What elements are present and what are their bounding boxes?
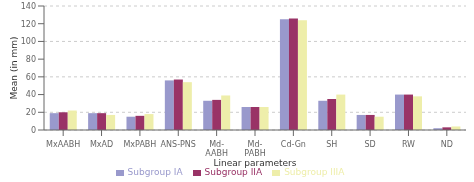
- html-text:Subgroup IA: Subgroup IA: [127, 167, 183, 177]
- svg-text:100: 100: [21, 37, 36, 46]
- html-text:Subgroup IIIA: Subgroup IIIA: [284, 167, 345, 177]
- svg-text:ND: ND: [441, 140, 453, 149]
- svg-text:ANS-PNS: ANS-PNS: [161, 140, 196, 149]
- svg-text:140: 140: [21, 2, 36, 11]
- svg-text:Mean (in mm): Mean (in mm): [9, 36, 19, 99]
- svg-text:Md-PABH: Md-PABH: [244, 140, 265, 158]
- html-text:Subgroup IIA: Subgroup IIA: [204, 167, 263, 177]
- svg-text:60: 60: [26, 73, 36, 82]
- svg-text:40: 40: [26, 90, 36, 99]
- svg-text:20: 20: [26, 108, 36, 117]
- svg-text:120: 120: [21, 20, 36, 29]
- svg-text:80: 80: [26, 55, 36, 64]
- svg-text:Cd-Gn: Cd-Gn: [281, 140, 306, 149]
- svg-text:SD: SD: [364, 140, 375, 149]
- svg-text:Md-AABH: Md-AABH: [205, 140, 228, 158]
- svg-text:Linear parameters: Linear parameters: [213, 158, 296, 168]
- svg-text:0: 0: [31, 126, 36, 135]
- svg-text:RW: RW: [402, 140, 415, 149]
- svg-text:MxPABH: MxPABH: [123, 140, 156, 149]
- svg-text:SH: SH: [326, 140, 337, 149]
- svg-text:MxAABH: MxAABH: [46, 140, 80, 149]
- svg-text:MxAD: MxAD: [90, 140, 113, 149]
